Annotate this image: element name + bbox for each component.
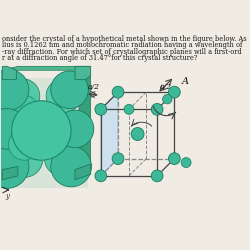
Circle shape [44,142,79,176]
Text: onsider the crystal of a hypothetical metal shown in the figure below. As: onsider the crystal of a hypothetical me… [2,35,247,43]
Circle shape [10,95,38,124]
Circle shape [0,108,27,149]
Circle shape [131,128,144,140]
Circle shape [51,146,92,187]
Circle shape [168,153,180,164]
Polygon shape [2,66,91,70]
Polygon shape [101,92,118,176]
Circle shape [112,153,124,164]
Circle shape [163,94,172,104]
Polygon shape [75,66,91,80]
Circle shape [46,79,80,113]
Text: y: y [6,192,10,200]
Polygon shape [2,66,16,80]
Text: a/2: a/2 [160,82,172,90]
Text: -ray diffraction. For which set of crystallographic planes will a first-ord: -ray diffraction. For which set of cryst… [2,48,242,56]
Circle shape [181,158,191,168]
Text: a/2: a/2 [88,83,100,91]
Circle shape [124,104,134,114]
Text: A: A [182,77,189,86]
Circle shape [95,170,107,182]
Circle shape [51,71,88,108]
FancyBboxPatch shape [3,78,87,188]
Circle shape [44,130,73,159]
Circle shape [151,170,163,182]
Circle shape [56,110,94,148]
Polygon shape [79,76,91,170]
Polygon shape [75,164,91,180]
Polygon shape [2,166,18,180]
Circle shape [112,86,124,98]
Text: lius is 0.1262 nm and monochromatic radiation having a wavelength of: lius is 0.1262 nm and monochromatic radi… [2,41,243,49]
Circle shape [168,86,180,98]
Circle shape [0,70,29,110]
Circle shape [151,104,163,115]
Circle shape [8,129,40,160]
Circle shape [6,140,43,177]
Circle shape [6,79,40,113]
Text: r at a diffraction angle of 31.47°for this crystal structure?: r at a diffraction angle of 31.47°for th… [2,54,198,62]
Circle shape [95,104,107,115]
Circle shape [0,144,29,188]
Circle shape [12,101,71,160]
